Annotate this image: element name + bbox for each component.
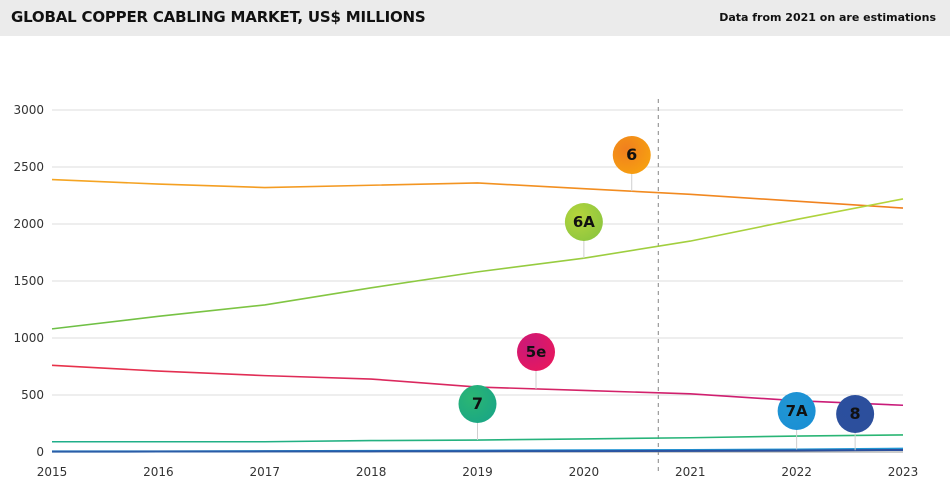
x-tick-label: 2022 xyxy=(781,465,812,479)
x-tick-label: 2020 xyxy=(569,465,600,479)
series-label-7: 7 xyxy=(472,394,483,413)
series-badge-8 xyxy=(836,395,875,433)
x-tick-label: 2023 xyxy=(888,465,919,479)
series-line-8 xyxy=(51,448,904,453)
series-label-8: 8 xyxy=(850,404,861,423)
series-label-5e: 5e xyxy=(526,343,547,361)
series-label-6a: 6A xyxy=(573,213,595,231)
series-line-6a xyxy=(51,198,904,330)
y-tick-label: 0 xyxy=(36,445,44,459)
y-tick-label: 2000 xyxy=(13,217,44,231)
y-axis: 0 500 1000 1500 2000 2500 3000 xyxy=(13,103,44,459)
series-badge-5e xyxy=(517,333,556,371)
gridlines xyxy=(52,109,903,453)
y-tick-label: 2500 xyxy=(13,160,44,174)
x-tick-label: 2017 xyxy=(249,465,280,479)
series-badge-7a xyxy=(777,392,816,430)
y-tick-label: 1500 xyxy=(13,274,44,288)
y-tick-label: 500 xyxy=(21,388,44,402)
x-axis: 2015 2016 2017 2018 2019 2020 2021 2022 2023 xyxy=(37,465,919,479)
x-tick-label: 2021 xyxy=(675,465,706,479)
series-line-6 xyxy=(51,178,904,209)
estimation-note: Data from 2021 on are estimations xyxy=(719,11,936,24)
series-badge-7 xyxy=(458,385,497,423)
x-tick-label: 2016 xyxy=(143,465,174,479)
series-label-7a: 7A xyxy=(786,402,808,420)
chart-header: GLOBAL COPPER CABLING MARKET, US$ MILLIO… xyxy=(0,0,950,36)
x-tick-label: 2019 xyxy=(462,465,493,479)
series-badge-6 xyxy=(612,136,651,174)
chart-title: GLOBAL COPPER CABLING MARKET, US$ MILLIO… xyxy=(11,8,426,26)
x-tick-label: 2015 xyxy=(37,465,68,479)
y-tick-label: 1000 xyxy=(13,331,44,345)
x-tick-label: 2018 xyxy=(356,465,387,479)
series-label-6: 6 xyxy=(626,145,637,164)
series-labels: 6 6A 5e 7 7A 8 xyxy=(458,136,875,451)
y-tick-label: 3000 xyxy=(13,103,44,117)
series-badge-6a xyxy=(564,203,603,241)
